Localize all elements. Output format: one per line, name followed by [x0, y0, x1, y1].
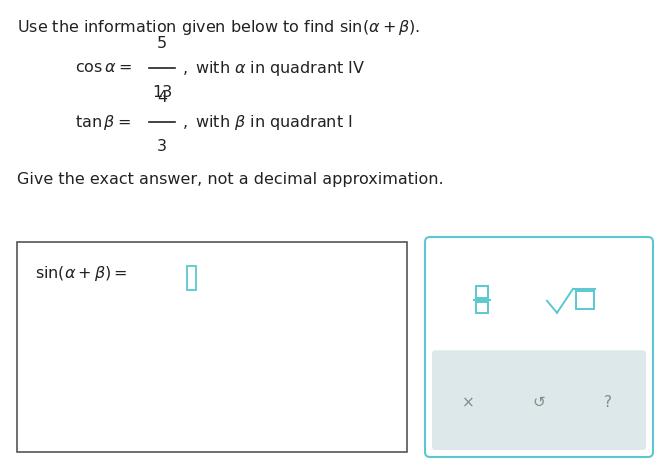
- Text: 3: 3: [157, 139, 167, 154]
- Text: 13: 13: [152, 85, 172, 100]
- Text: $\sin(\alpha + \beta) =$: $\sin(\alpha + \beta) =$: [35, 264, 128, 283]
- FancyBboxPatch shape: [187, 266, 196, 290]
- FancyBboxPatch shape: [425, 237, 653, 457]
- Text: ?: ?: [604, 395, 612, 410]
- Text: $,$ with $\alpha$ in quadrant IV: $,$ with $\alpha$ in quadrant IV: [182, 59, 365, 77]
- Text: Give the exact answer, not a decimal approximation.: Give the exact answer, not a decimal app…: [17, 172, 444, 187]
- FancyBboxPatch shape: [432, 350, 646, 450]
- Text: ↺: ↺: [533, 395, 545, 410]
- Text: $\tan\beta =$: $\tan\beta =$: [75, 113, 131, 131]
- Text: 4: 4: [157, 90, 167, 105]
- FancyBboxPatch shape: [17, 242, 407, 452]
- Text: ×: ×: [462, 395, 474, 410]
- Text: 5: 5: [157, 36, 167, 51]
- Text: $\cos\alpha =$: $\cos\alpha =$: [75, 61, 132, 76]
- Text: Use the information given below to find $\sin(\alpha+\beta)$.: Use the information given below to find …: [17, 18, 420, 37]
- Text: $,$ with $\beta$ in quadrant I: $,$ with $\beta$ in quadrant I: [182, 113, 352, 131]
